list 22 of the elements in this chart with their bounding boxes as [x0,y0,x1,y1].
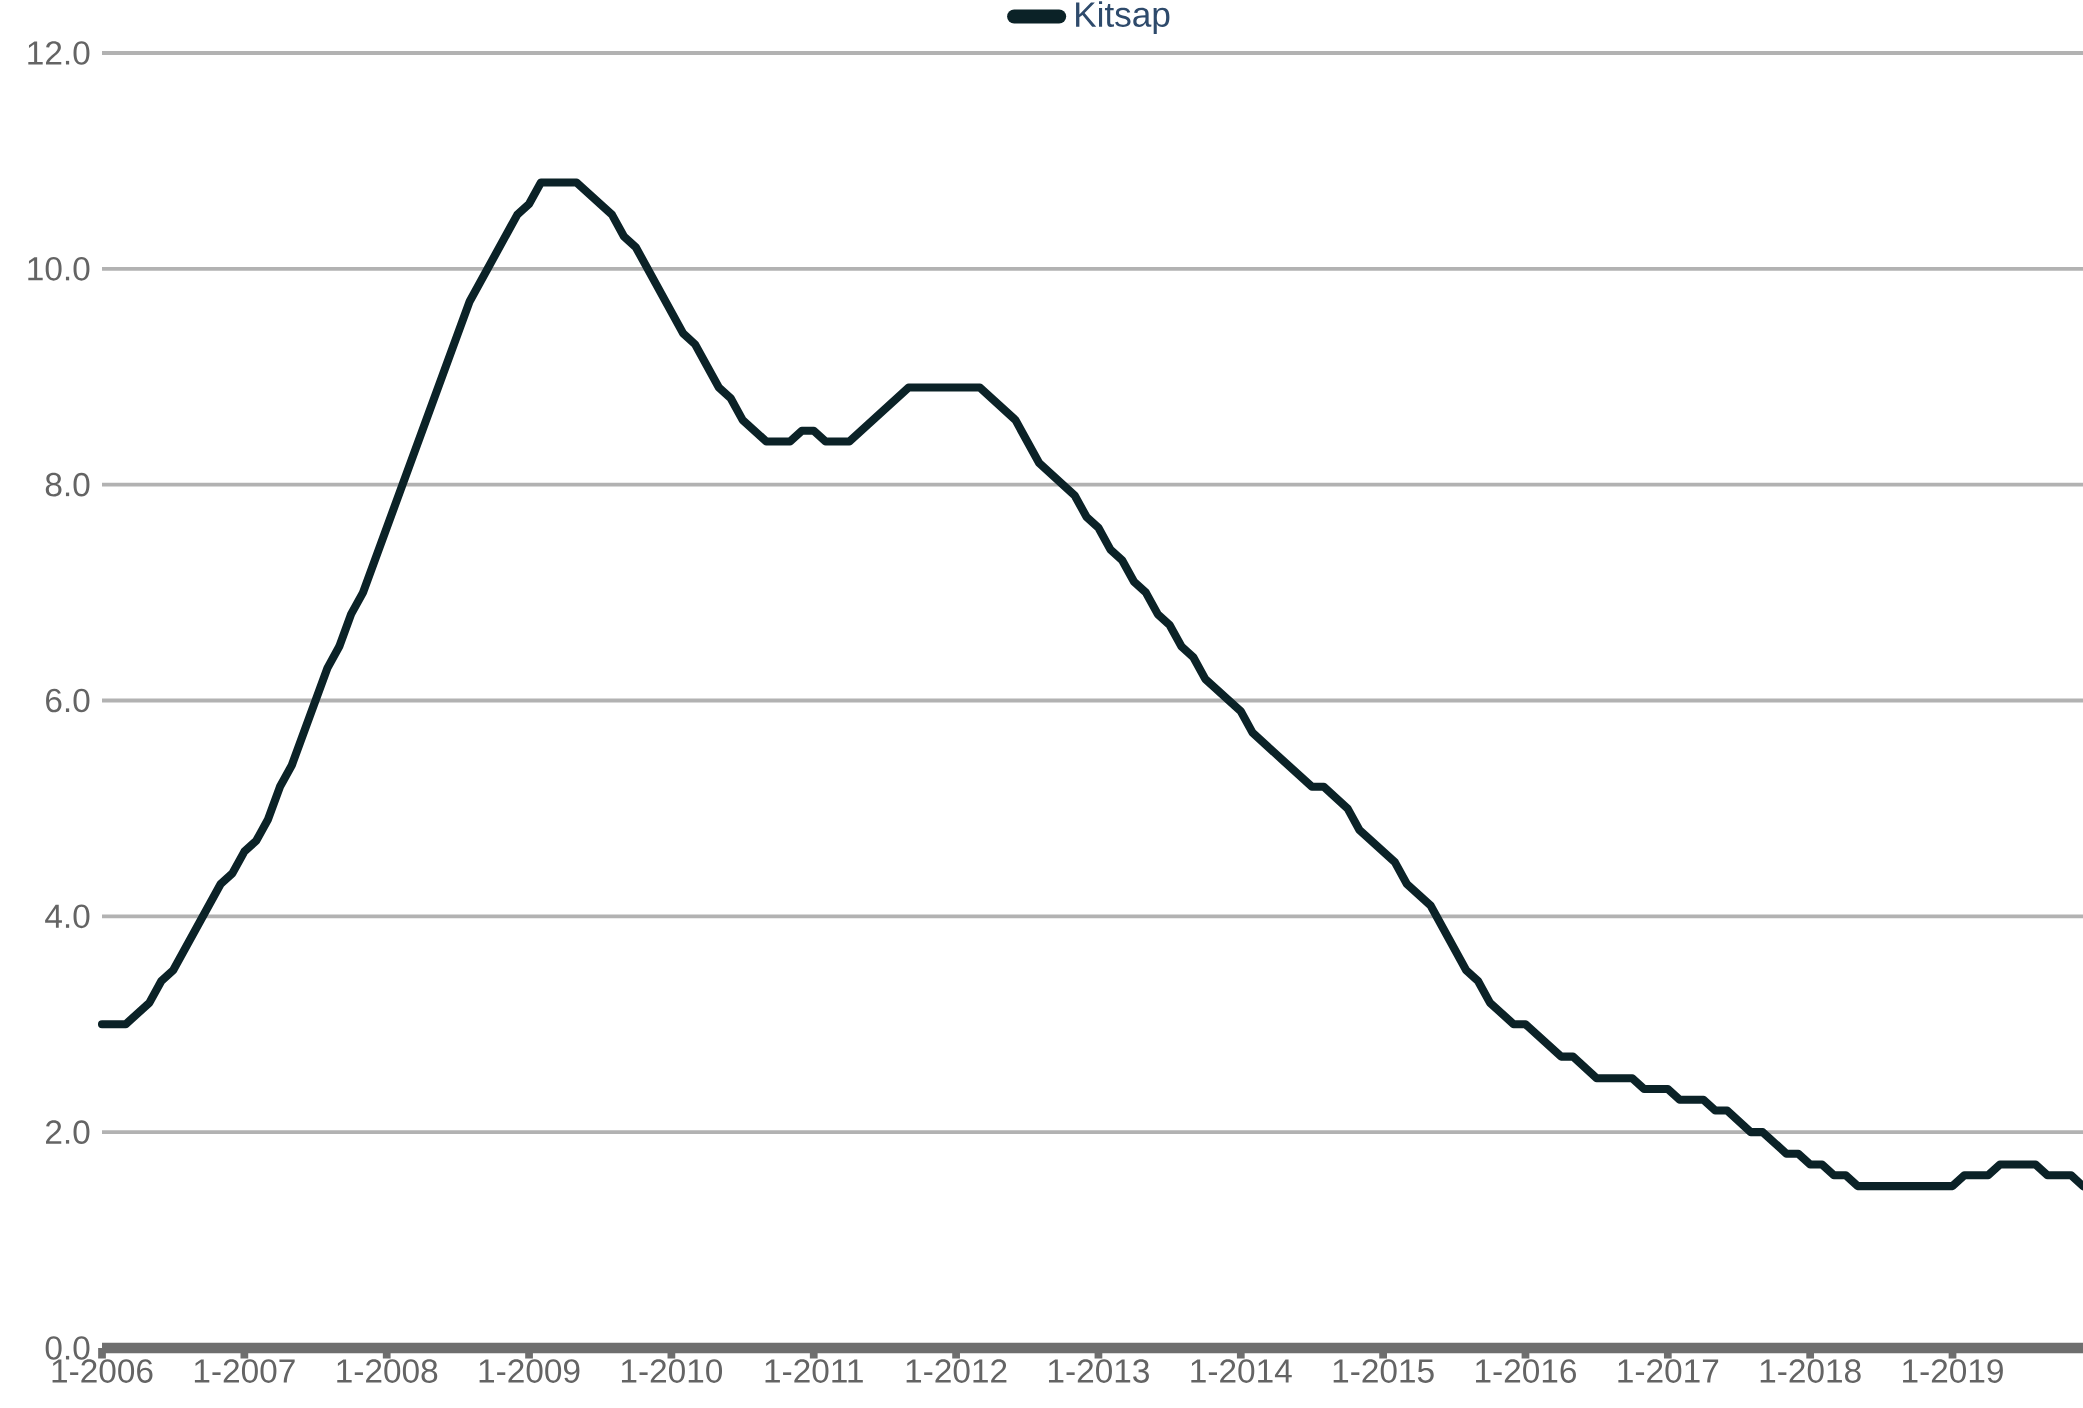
x-tick-label: 1-2015 [1333,1359,1434,1383]
y-tick-label: 10.0 [28,257,90,281]
x-tick-label: 1-2019 [1903,1359,2003,1383]
x-tick-label: 1-2007 [194,1359,295,1383]
x-tick-label: 1-2010 [621,1359,723,1383]
x-tick-label: 1-2012 [906,1359,1007,1383]
x-tick-label: 1-2014 [1191,1359,1292,1383]
x-tick-label: 1-2006 [52,1359,153,1383]
y-tick-label: 4.0 [45,904,90,929]
y-tick-label: 12.0 [28,41,90,65]
x-tick-label: 1-2017 [1618,1359,1719,1383]
y-tick-label: 8.0 [45,472,90,497]
x-tick-label: 1-2018 [1760,1359,1861,1383]
y-tick-label: 0.0 [45,1336,90,1360]
legend-label: Kitsap [1076,1,1170,34]
x-tick-label: 1-2008 [337,1359,438,1383]
x-tick-label: 1-2016 [1476,1359,1576,1383]
y-tick-label: 6.0 [46,688,90,713]
x-tick-label: 1-2013 [1048,1359,1149,1383]
x-tick-label: 1-2009 [479,1359,580,1383]
y-tick-label: 2.0 [46,1120,90,1144]
x-tick-label: 1-2011 [765,1359,863,1383]
